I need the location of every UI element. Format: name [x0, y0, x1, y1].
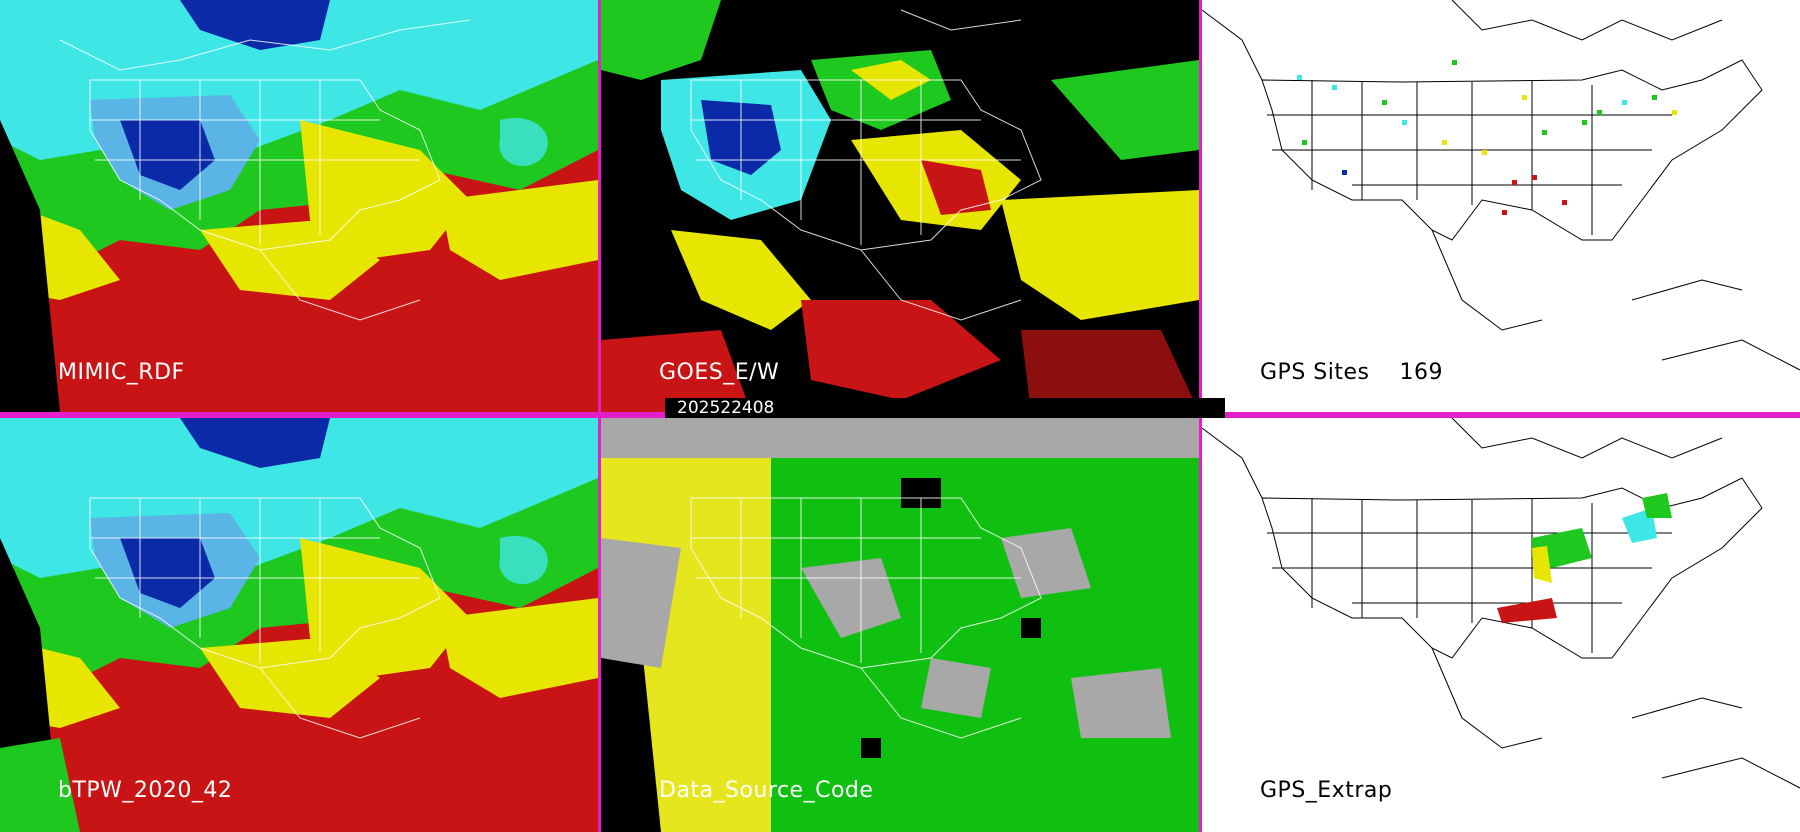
panel-goes-ew: GOES_E/W — [601, 0, 1199, 412]
panel-label: bTPW_2020_42 — [58, 778, 233, 803]
panel-btpw: bTPW_2020_42 — [0, 418, 598, 832]
panel-gps-sites: GPS Sites 169 — [1202, 0, 1800, 412]
panel-mimic-rdf: MIMIC_RDF — [0, 0, 598, 412]
timestamp-bar: 202522408 — [665, 398, 1225, 418]
panel-label: MIMIC_RDF — [58, 360, 185, 385]
panel-label: GOES_E/W — [659, 360, 780, 385]
data-source-image — [601, 418, 1199, 832]
tpw-image-btpw — [0, 418, 598, 832]
tpw-image-mimic — [0, 0, 598, 412]
panel-label: GPS Sites 169 — [1260, 360, 1443, 385]
panel-label: Data_Source_Code — [659, 778, 874, 803]
panel-label: GPS_Extrap — [1260, 778, 1393, 803]
gps-sites-map — [1202, 0, 1800, 371]
panel-gps-extrap: GPS_Extrap — [1202, 418, 1800, 832]
gps-extrap-map — [1202, 418, 1800, 789]
tpw-image-goes — [601, 0, 1199, 412]
panel-data-source-code: Data_Source_Code — [601, 418, 1199, 832]
